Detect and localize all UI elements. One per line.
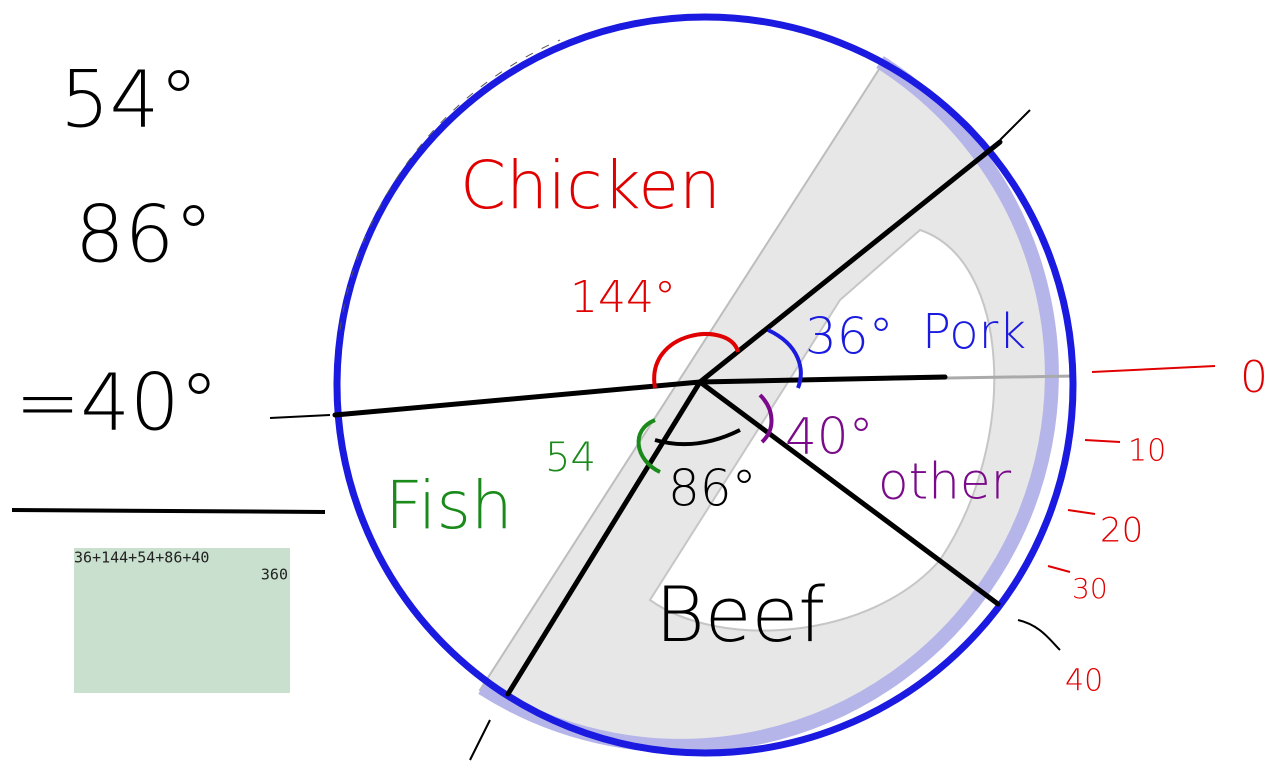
slice-angle: 40° bbox=[785, 408, 874, 466]
note: =40° bbox=[15, 359, 219, 449]
slice-angle: 54 bbox=[545, 435, 596, 481]
pie-outline bbox=[333, 13, 1077, 757]
slice-angle: 86° bbox=[668, 460, 757, 518]
slice-label: Beef bbox=[655, 570, 825, 659]
slice-label: other bbox=[878, 453, 1012, 511]
note: 86° bbox=[75, 191, 213, 281]
calc-expression: 36+144+54+86+40 bbox=[74, 549, 209, 567]
scale-label: 30 bbox=[1072, 572, 1108, 605]
scale-label: 0 bbox=[1240, 352, 1268, 403]
calculator-screen bbox=[74, 548, 290, 693]
slice-label: Fish bbox=[385, 467, 513, 544]
scale-label: 40 bbox=[1065, 664, 1103, 699]
slice-label: Chicken bbox=[460, 147, 721, 224]
calc-result: 360 bbox=[261, 566, 288, 584]
underline bbox=[11, 508, 326, 514]
scale-label: 10 bbox=[1128, 434, 1166, 469]
scale-label: 20 bbox=[1100, 511, 1143, 551]
slice-angle: 144° bbox=[570, 272, 676, 323]
note: 54° bbox=[60, 56, 198, 146]
slice-label: Pork bbox=[922, 304, 1026, 360]
pie-dividers bbox=[332, 139, 1003, 697]
slice-angle: 36° bbox=[805, 308, 894, 366]
scale-ticks bbox=[1047, 365, 1216, 573]
